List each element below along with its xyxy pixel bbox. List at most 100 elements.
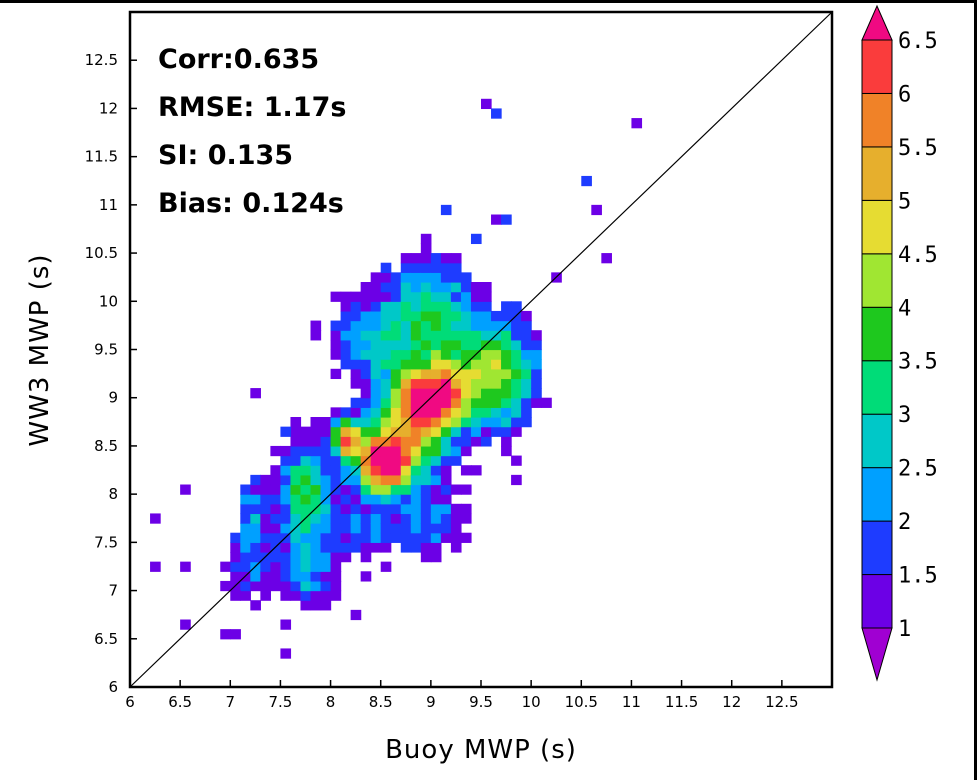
density-cell — [290, 455, 302, 466]
density-cell — [450, 436, 462, 447]
colorbar-segment — [861, 360, 893, 415]
density-cell — [410, 301, 422, 312]
density-cell — [340, 465, 352, 476]
x-tick-label: 9 — [426, 693, 436, 711]
density-cell — [420, 233, 432, 245]
density-cell — [440, 272, 452, 283]
density-cell — [491, 339, 502, 351]
density-cell — [410, 282, 422, 293]
density-cell — [450, 272, 462, 283]
density-cell — [481, 397, 492, 408]
density-cell — [400, 320, 412, 331]
stat-corr: Corr:0.635 — [158, 44, 320, 75]
y-tick-label: 12 — [99, 99, 118, 117]
density-cell — [430, 513, 442, 524]
density-cell — [390, 349, 402, 360]
density-cell — [360, 552, 372, 563]
density-cell — [300, 445, 312, 457]
density-cell — [240, 580, 251, 592]
density-cell — [310, 436, 322, 447]
density-cell — [270, 532, 282, 543]
density-cell — [501, 417, 512, 428]
density-cell — [250, 494, 261, 505]
density-cell — [380, 272, 392, 283]
density-cell — [410, 359, 422, 370]
density-cell — [380, 426, 392, 437]
density-cell — [521, 349, 532, 360]
density-cell — [350, 291, 362, 302]
density-cell — [380, 397, 392, 408]
density-cell — [340, 301, 352, 312]
density-cell — [410, 339, 422, 351]
y-tick-label: 8.5 — [94, 437, 118, 455]
density-cell — [320, 532, 332, 543]
density-cell — [370, 523, 382, 534]
density-cell — [420, 523, 432, 534]
density-cell — [511, 339, 522, 351]
density-cell — [420, 253, 432, 264]
density-cell — [400, 503, 412, 515]
density-cell — [240, 532, 251, 543]
density-cell — [340, 417, 352, 428]
y-tick-label: 10 — [99, 292, 118, 310]
density-cell — [260, 542, 271, 553]
density-cell — [531, 378, 542, 389]
density-cell — [491, 310, 502, 322]
density-cell — [481, 349, 492, 360]
x-tick-label: 6 — [125, 693, 135, 711]
density-cell — [280, 484, 292, 495]
density-cell — [290, 542, 302, 553]
density-cell — [330, 503, 342, 515]
density-cell — [370, 436, 382, 447]
density-cell — [370, 426, 382, 437]
density-cell — [370, 272, 382, 283]
density-cell — [360, 368, 372, 380]
colorbar-label: 4 — [898, 296, 911, 321]
density-cell — [330, 436, 342, 447]
density-cell — [300, 542, 312, 553]
density-cell — [280, 648, 292, 659]
density-cell — [350, 494, 362, 505]
density-cell — [310, 513, 322, 524]
colorbar-segment — [861, 146, 893, 201]
density-cell — [320, 542, 332, 553]
y-tick-label: 7 — [108, 582, 118, 600]
density-cell — [470, 426, 482, 437]
density-cell — [430, 272, 442, 283]
density-cell — [330, 426, 342, 437]
density-cell — [250, 552, 261, 563]
colorbar-segment — [861, 413, 893, 469]
stat-rmse: RMSE: 1.17s — [158, 92, 347, 123]
density-cell — [380, 542, 392, 553]
density-cell — [380, 523, 392, 534]
colorbar-segment — [861, 199, 893, 255]
density-cell — [440, 474, 452, 486]
density-cell — [380, 368, 392, 380]
density-cell — [310, 455, 322, 466]
density-cell — [370, 291, 382, 302]
density-cell — [240, 494, 251, 505]
density-cell — [460, 465, 472, 476]
density-cell — [270, 474, 282, 486]
y-tick-label: 11.5 — [85, 148, 118, 166]
colorbar-segment — [861, 574, 893, 629]
density-cell — [460, 339, 472, 351]
density-cell — [420, 542, 432, 553]
density-cell — [350, 407, 362, 418]
density-cell — [470, 388, 482, 399]
density-cell — [360, 503, 372, 515]
x-tick-label: 7.5 — [268, 693, 292, 711]
density-cell — [280, 552, 292, 563]
density-cell — [380, 359, 392, 370]
stats-box: Corr:0.635 RMSE: 1.17s SI: 0.135 Bias: 0… — [158, 36, 346, 228]
density-cell — [491, 388, 502, 399]
density-cell — [330, 291, 342, 302]
density-cell — [420, 388, 432, 399]
density-cell — [320, 426, 332, 437]
density-cell — [330, 330, 342, 341]
density-cell — [440, 523, 452, 534]
density-cell — [390, 494, 402, 505]
colorbar-label: 6 — [898, 82, 911, 107]
density-cell — [280, 474, 292, 486]
density-cell — [430, 455, 442, 466]
